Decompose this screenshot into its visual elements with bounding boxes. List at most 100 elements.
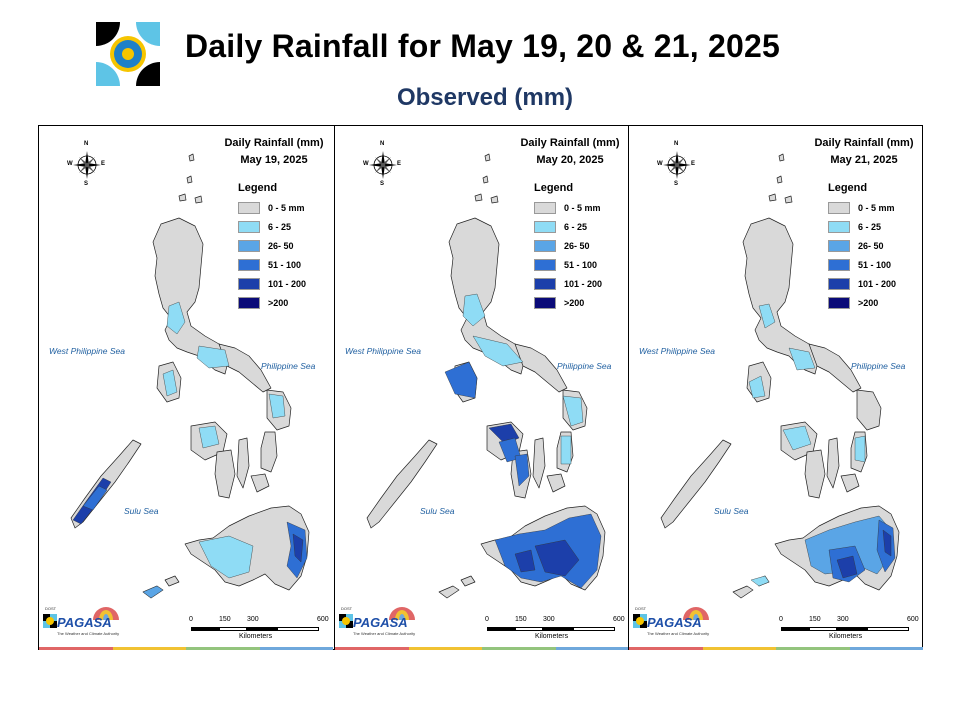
pagasa-logo: DOST PAGASA The Weather and Climate Author…	[43, 604, 123, 644]
land-region	[660, 439, 732, 529]
rainfall-area	[560, 435, 572, 465]
rainfall-area	[82, 485, 108, 511]
legend-swatch	[238, 259, 260, 271]
land-region	[194, 195, 203, 204]
legend-title: Legend	[828, 182, 868, 194]
compass-n-label: N	[380, 141, 385, 147]
sulu-sea-label: Sulu Sea	[420, 506, 455, 516]
scale-unit-label: Kilometers	[535, 633, 569, 640]
rainfall-area	[562, 395, 584, 427]
legend-label: 26- 50	[858, 241, 884, 251]
color-bar-segment	[702, 647, 776, 650]
land-region	[178, 193, 187, 202]
land-region	[250, 473, 270, 493]
legend-swatch	[238, 240, 260, 252]
rainfall-area	[462, 293, 486, 327]
compass-n-label: N	[674, 141, 679, 147]
scale-segment	[191, 627, 221, 631]
panel-date: May 19, 2025	[240, 154, 308, 166]
color-bar-segment	[555, 647, 629, 650]
land-region	[768, 193, 777, 202]
pagasa-logo: DOST PAGASA The Weather and Climate Author…	[633, 604, 713, 644]
color-bar-segment	[849, 647, 923, 650]
agency-name: PAGASA	[647, 615, 702, 630]
scale-segment	[277, 627, 319, 631]
land-region	[742, 217, 820, 375]
rainfall-area	[514, 453, 530, 487]
agency-name: PAGASA	[353, 615, 408, 630]
philippine-sea-label: Philippine Sea	[851, 361, 906, 371]
rainfall-area	[268, 393, 286, 419]
agency-tagline: The Weather and Climate Authority	[353, 631, 416, 636]
bottom-color-bar	[629, 647, 923, 650]
land-region	[448, 217, 526, 375]
pagasa-mark-icon	[339, 614, 353, 628]
compass-rose-icon: N S W E	[67, 141, 107, 189]
scale-segment	[543, 627, 573, 631]
rainfall-overlay	[748, 303, 896, 587]
bottom-color-bar	[335, 647, 629, 650]
land-region	[484, 153, 491, 162]
rainfall-overlay	[444, 293, 602, 589]
legend-swatch	[534, 202, 556, 214]
compass-rose-icon: N S W E	[363, 141, 403, 189]
map-panel-may-21: Daily Rainfall (mm) May 21, 2025 Legend …	[628, 126, 923, 650]
rainfall-area	[836, 555, 858, 579]
agency-top-label: DOST	[341, 606, 353, 611]
land-region	[776, 175, 783, 184]
legend-swatch	[238, 202, 260, 214]
land-region	[236, 437, 250, 489]
land-region	[214, 449, 236, 499]
scale-segment	[573, 627, 615, 631]
page-title: Daily Rainfall for May 19, 20 & 21, 2025	[185, 28, 780, 64]
scale-tick-label: 300	[247, 616, 259, 623]
rainfall-area	[292, 533, 304, 563]
rainfall-area	[882, 529, 892, 557]
umbrella-icon	[93, 607, 119, 620]
west-philippine-sea-label: West Philippine Sea	[49, 346, 125, 356]
compass-s-label: S	[674, 181, 679, 187]
rainfall-area	[142, 585, 164, 599]
philippine-sea-label: Philippine Sea	[261, 361, 316, 371]
land-region	[804, 449, 826, 499]
scale-segment	[809, 627, 837, 631]
land-region	[164, 575, 180, 587]
panel-title: Daily Rainfall (mm)	[814, 137, 914, 149]
legend-swatch	[534, 240, 556, 252]
pagasa-mark-icon	[43, 614, 57, 628]
scale-tick-label: 150	[219, 616, 231, 623]
map-panels: Daily Rainfall (mm) May 19, 2025 Legend …	[38, 125, 923, 650]
land-region	[260, 431, 278, 473]
legend-swatch	[238, 278, 260, 290]
land-region	[778, 153, 785, 162]
color-bar-segment	[776, 647, 850, 650]
legend-swatch	[534, 278, 556, 290]
legend-label: 6 - 25	[268, 222, 292, 232]
land-region	[438, 585, 460, 599]
land-region	[474, 193, 483, 202]
rainfall-area	[198, 535, 254, 579]
scale-tick-label: 0	[189, 616, 193, 623]
color-bar-segment	[482, 647, 556, 650]
land-region	[366, 439, 438, 529]
philippines-rainfall-map	[366, 153, 606, 599]
land-region	[826, 437, 840, 489]
rainfall-area	[782, 425, 812, 451]
compass-e-label: E	[101, 161, 106, 167]
compass-e-label: E	[691, 161, 696, 167]
panel-title: Daily Rainfall (mm)	[224, 137, 324, 149]
legend-swatch	[534, 221, 556, 233]
legend-label: 51 - 100	[858, 260, 892, 270]
scale-tick-label: 600	[907, 616, 919, 623]
legend-label: 51 - 100	[564, 260, 598, 270]
legend-label: 0 - 5 mm	[858, 203, 895, 213]
scale-tick-label: 0	[779, 616, 783, 623]
scale-tick-label: 300	[837, 616, 849, 623]
legend-swatch	[238, 221, 260, 233]
rainfall-area	[854, 435, 866, 463]
scale-tick-label: 150	[515, 616, 527, 623]
color-bar-segment	[39, 647, 113, 650]
land-region	[186, 175, 193, 184]
land-region	[546, 473, 566, 493]
page-subtitle: Observed (mm)	[396, 84, 574, 111]
